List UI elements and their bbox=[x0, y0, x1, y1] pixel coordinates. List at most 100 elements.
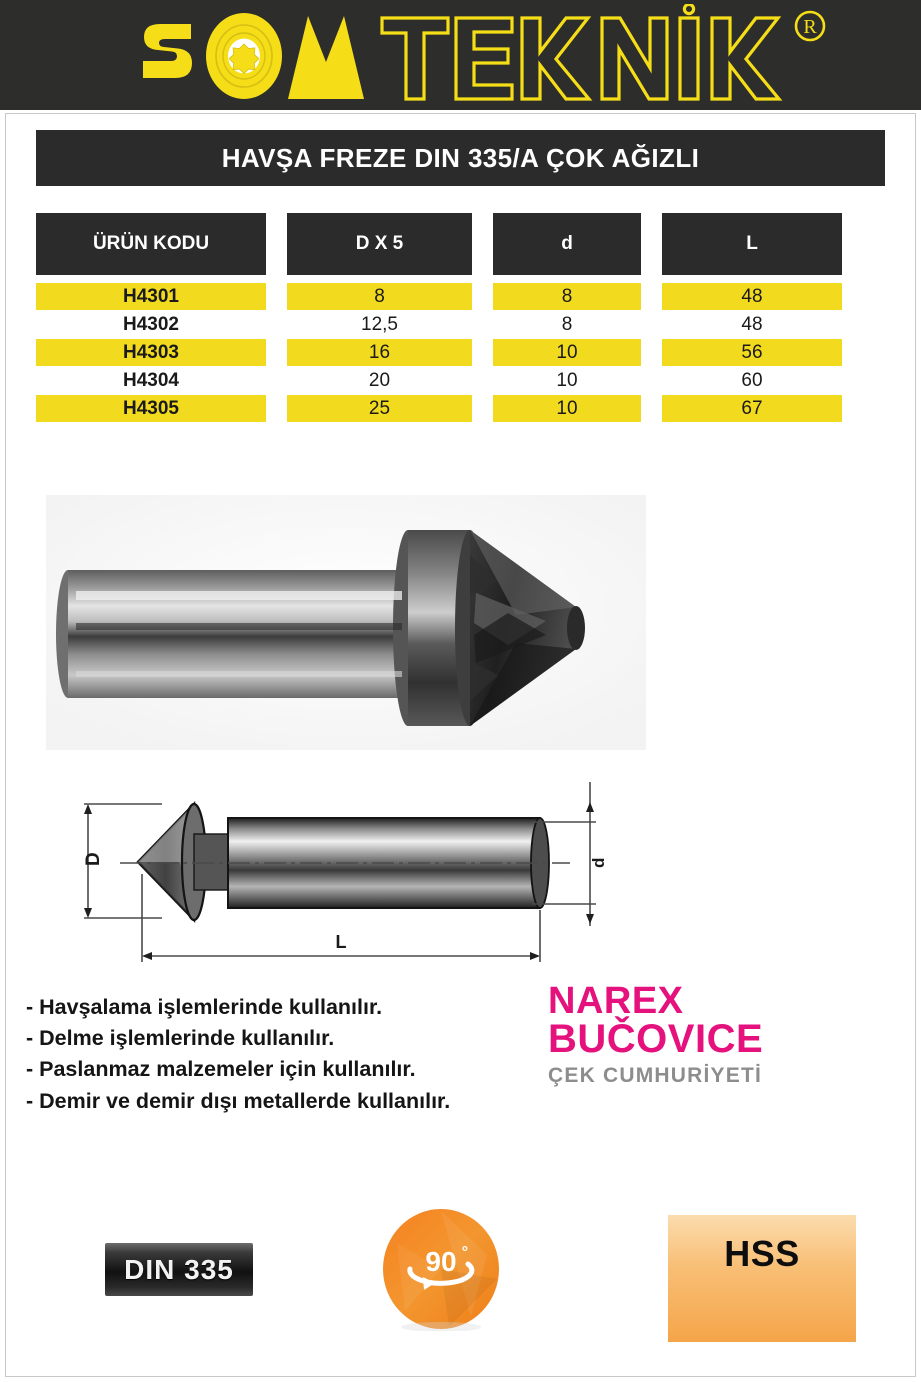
technical-drawing: D d bbox=[62, 778, 622, 970]
cell-length-l: 48 bbox=[741, 313, 763, 335]
shank-highlight-1 bbox=[76, 591, 402, 600]
cell-product-code: H4302 bbox=[123, 313, 179, 335]
cell-product-code: H4303 bbox=[36, 339, 266, 366]
logo-svg: R bbox=[143, 2, 826, 101]
flute-3 bbox=[470, 555, 498, 595]
column-header-d: d bbox=[493, 213, 641, 275]
dimension-label-L: L bbox=[336, 932, 347, 952]
dimension-label-d: d bbox=[589, 858, 608, 868]
technical-drawing-svg: D d bbox=[83, 782, 608, 962]
logo-letter-e bbox=[454, 16, 514, 101]
hss-badge-label: HSS bbox=[724, 1233, 800, 1274]
dimension-d-major bbox=[84, 803, 162, 919]
spec-table: ÜRÜN KODU D X 5 d L H4301 8 8 48 H4302 1… bbox=[36, 213, 885, 423]
dimension-label-D: D bbox=[83, 852, 104, 866]
dimension-length bbox=[141, 874, 541, 962]
column-header-urun-kodu: ÜRÜN KODU bbox=[36, 213, 266, 275]
page-title: HAVŞA FREZE DIN 335/A ÇOK AĞIZLI bbox=[221, 142, 700, 173]
product-photo bbox=[46, 495, 646, 750]
countersink-photo-svg bbox=[46, 495, 646, 750]
logo-o-ring-outer bbox=[215, 24, 273, 88]
narex-country: ÇEK CUMHURİYETİ bbox=[548, 1064, 763, 1088]
hss-material-badge: HSS bbox=[668, 1215, 856, 1342]
rotation-arrow-icon bbox=[407, 1261, 475, 1286]
feature-item: - Demir ve demir dışı metallerde kullanı… bbox=[26, 1088, 451, 1113]
logo-letter-i-dot bbox=[682, 2, 696, 16]
logo-letter-k1 bbox=[520, 16, 593, 101]
cell-length-l: 48 bbox=[662, 283, 842, 310]
logo-o-ring-mid bbox=[222, 32, 266, 80]
rotation-arrow-head bbox=[423, 1277, 435, 1290]
arrow-d-bottom bbox=[84, 908, 92, 918]
cell-product-code: H4301 bbox=[36, 283, 266, 310]
cell-shank-d: 8 bbox=[561, 313, 573, 335]
logo-letter-n bbox=[600, 16, 669, 101]
angle-badge: 90 ° bbox=[379, 1207, 503, 1332]
drawing-cone-facet-bottom bbox=[138, 862, 194, 920]
registered-mark-icon bbox=[794, 10, 826, 42]
feature-item: - Delme işlemlerinde kullanılır. bbox=[26, 1026, 335, 1051]
column-header-d-x-5: D X 5 bbox=[287, 213, 472, 275]
table-row: H4303 16 10 56 bbox=[36, 339, 885, 366]
table-row: H4304 20 10 60 bbox=[36, 367, 885, 394]
drawing-neck bbox=[193, 833, 229, 891]
angle-badge-facet-1 bbox=[441, 1211, 487, 1317]
cell-product-code: H4304 bbox=[123, 369, 179, 391]
cone-highlight-top bbox=[470, 530, 576, 615]
shank-highlight-2 bbox=[76, 623, 402, 630]
page-title-band: HAVŞA FREZE DIN 335/A ÇOK AĞIZLI bbox=[36, 130, 885, 186]
logo-letter-k2 bbox=[710, 16, 783, 101]
registered-mark-letter: R bbox=[803, 16, 817, 38]
cell-diameter-d: 20 bbox=[368, 369, 391, 391]
narex-brand-block: NAREX BUČOVICE ÇEK CUMHURİYETİ bbox=[548, 982, 888, 1088]
angle-badge-unit: ° bbox=[462, 1244, 468, 1261]
flute-4 bbox=[470, 661, 498, 701]
table-row: H4305 25 10 67 bbox=[36, 395, 885, 422]
som-teknik-logo: R bbox=[140, 2, 840, 108]
cell-length-l: 60 bbox=[741, 369, 763, 391]
feature-item: - Havşalama işlemlerinde kullanılır. bbox=[26, 995, 383, 1019]
din-badge-label: DIN 335 bbox=[124, 1253, 234, 1285]
cell-shank-d: 8 bbox=[493, 283, 641, 310]
arrow-d-minor-top bbox=[586, 802, 594, 812]
cone-tip bbox=[567, 606, 585, 650]
cell-diameter-d: 16 bbox=[287, 339, 472, 366]
arrow-d-minor-bottom bbox=[586, 914, 594, 924]
cell-length-l: 56 bbox=[662, 339, 842, 366]
shank-body bbox=[68, 570, 408, 698]
angle-badge-value: 90 bbox=[425, 1246, 456, 1277]
logo-torx-star-icon bbox=[228, 43, 260, 75]
features-list: - Havşalama işlemlerinde kullanılır. - D… bbox=[26, 992, 526, 1117]
table-row: H4302 12,5 8 48 bbox=[36, 311, 885, 338]
din-standard-badge: DIN 335 bbox=[105, 1243, 253, 1296]
cell-product-code: H4305 bbox=[36, 395, 266, 422]
narex-line-2: BUČOVICE bbox=[548, 1017, 764, 1062]
column-header-l: L bbox=[662, 213, 842, 275]
angle-badge-svg: 90 ° bbox=[383, 1209, 499, 1332]
cone-shadow-bottom bbox=[470, 643, 576, 726]
table-row: H4301 8 8 48 bbox=[36, 283, 885, 310]
arrow-l-right bbox=[530, 952, 540, 960]
feature-item: - Paslanmaz malzemeler için kullanılır. bbox=[26, 1057, 416, 1082]
table-body: H4301 8 8 48 H4302 12,5 8 48 H4303 16 10… bbox=[36, 283, 885, 422]
logo-letter-m bbox=[288, 16, 364, 99]
arrow-l-left bbox=[142, 952, 152, 960]
cell-length-l: 67 bbox=[662, 395, 842, 422]
brand-header: R bbox=[0, 0, 921, 110]
logo-letter-s bbox=[143, 24, 192, 78]
cell-shank-d: 10 bbox=[556, 369, 578, 391]
drawing-cone-facet-top bbox=[138, 804, 194, 862]
cell-shank-d: 10 bbox=[493, 395, 641, 422]
cell-shank-d: 10 bbox=[493, 339, 641, 366]
table-header-row: ÜRÜN KODU D X 5 d L bbox=[36, 213, 885, 275]
angle-badge-circle bbox=[383, 1209, 499, 1329]
shank-highlight-3 bbox=[76, 671, 402, 677]
logo-letter-t bbox=[380, 16, 450, 101]
arrow-d-top bbox=[84, 804, 92, 814]
angle-badge-shadow bbox=[401, 1322, 481, 1332]
cell-diameter-d: 12,5 bbox=[361, 313, 398, 335]
logo-letter-i bbox=[678, 16, 700, 101]
cell-diameter-d: 25 bbox=[287, 395, 472, 422]
flute-2 bbox=[474, 613, 546, 663]
